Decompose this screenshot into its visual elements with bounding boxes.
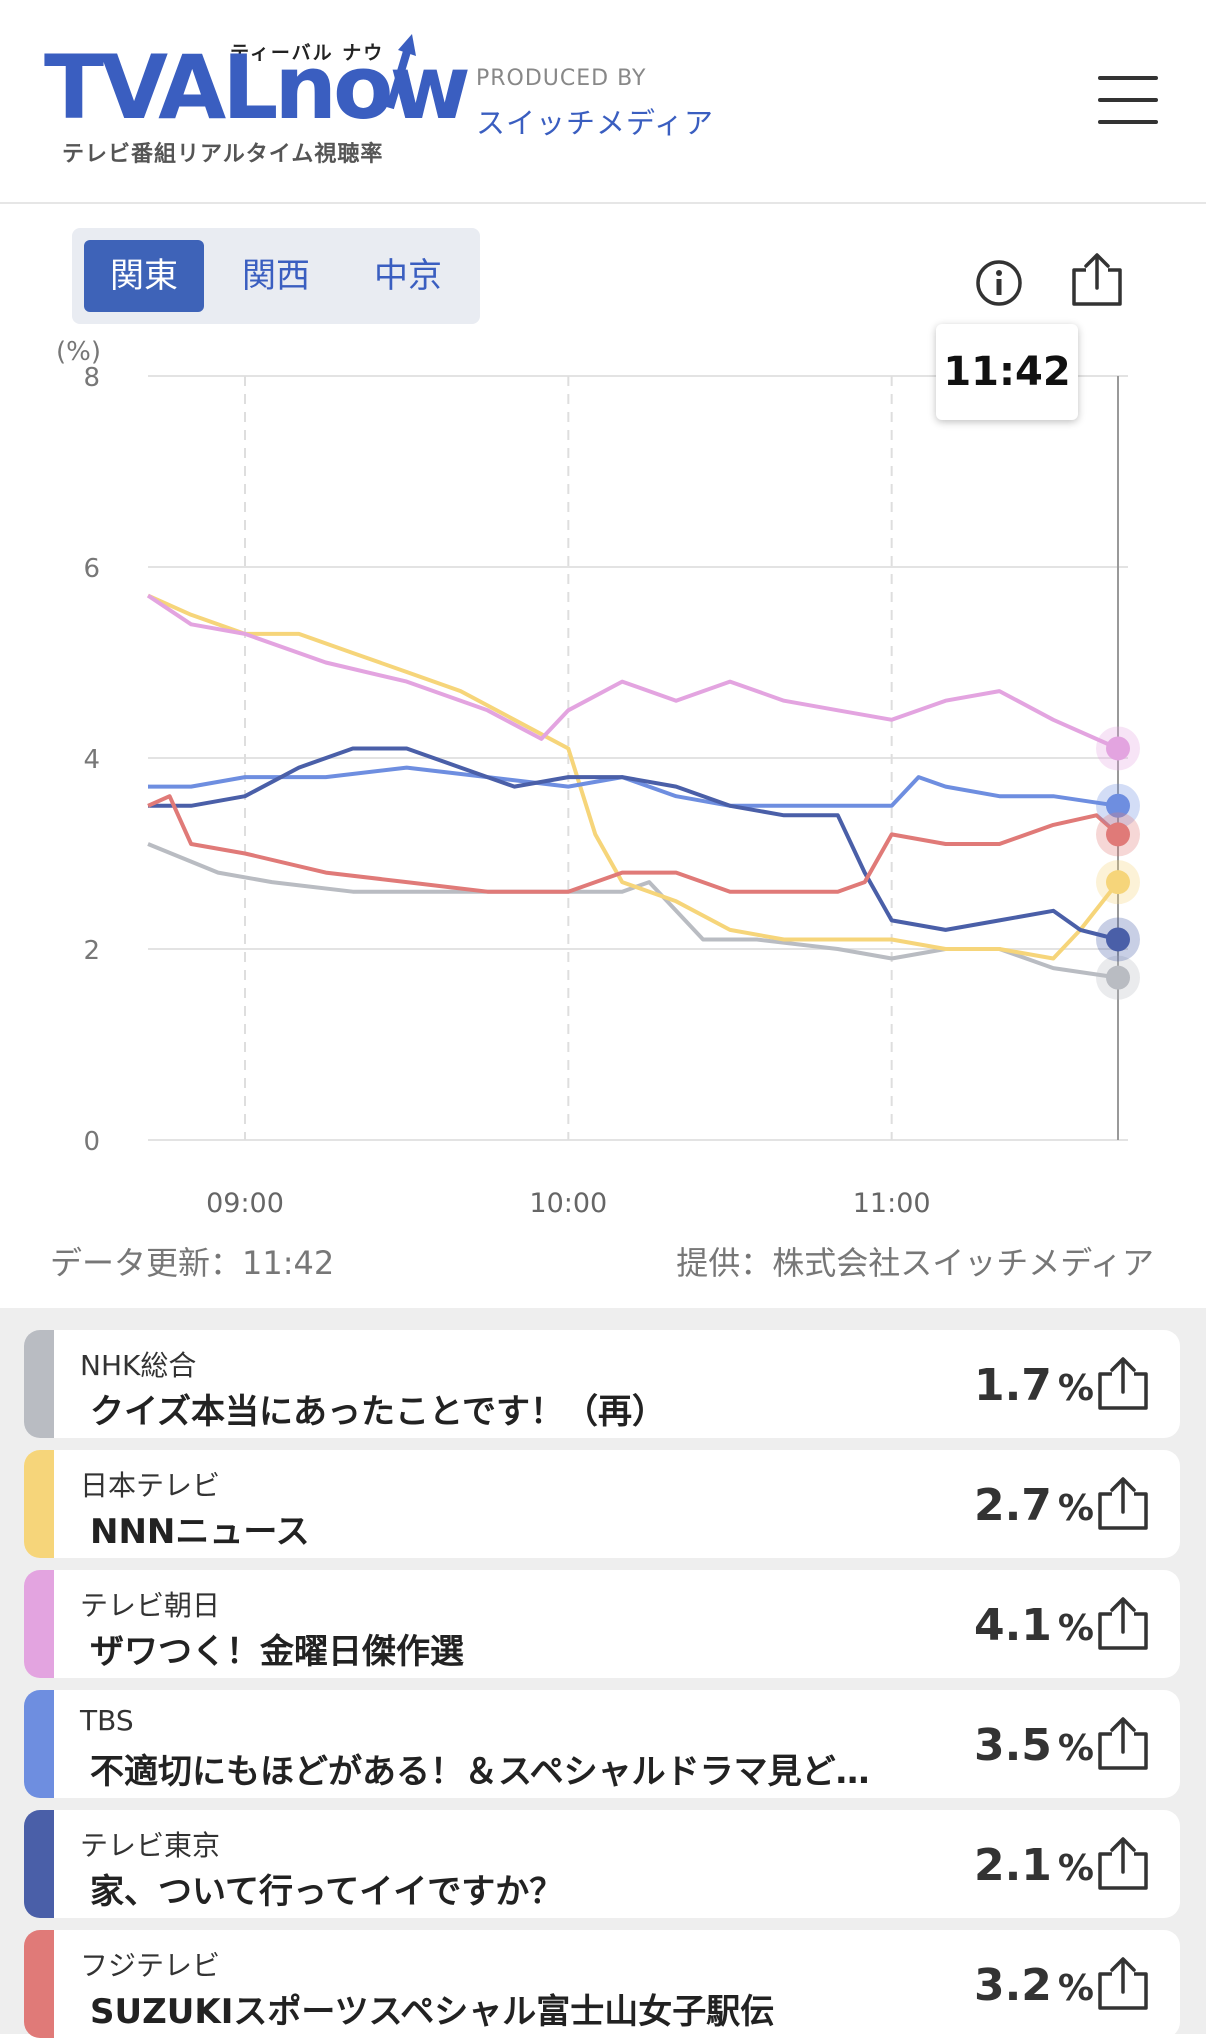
share-icon[interactable] <box>1096 1836 1150 1892</box>
channel-name: フジテレビ <box>80 1949 221 1982</box>
rating-value: 3.2% <box>973 1960 1094 2011</box>
program-row[interactable]: フジテレビ SUZUKIスポーツスペシャル富士山女子駅伝 3.2% <box>24 1930 1180 2038</box>
program-row[interactable]: テレビ東京家、ついて行ってイイですか？ 2.1% <box>24 1810 1180 1918</box>
channel-name: NHK総合 <box>80 1349 197 1382</box>
program-list: NHK総合クイズ本当にあったことです！（再） 1.7% 日本テレビ NNNニュース 2.… <box>0 1308 1206 2038</box>
channel-name: 日本テレビ <box>80 1469 221 1502</box>
data-provider: 提供：株式会社スイッチメディア <box>676 1244 1154 1282</box>
program-title: クイズ本当にあったことです！（再） <box>90 1392 666 1432</box>
share-icon[interactable] <box>1096 1356 1150 1412</box>
series-end-dot[interactable] <box>1106 927 1130 952</box>
y-tick-label: 2 <box>83 936 100 966</box>
chart-axes: 0 2 4 6 8 09:00 10:00 11:00 <box>83 363 930 1219</box>
rating-value: 3.5% <box>973 1720 1094 1771</box>
program-title: SUZUKIスポーツスペシャル富士山女子駅伝 <box>90 1992 775 2032</box>
channel-color-bar <box>24 1690 54 1798</box>
rating-value: 4.1% <box>973 1600 1094 1651</box>
rating-value: 2.7% <box>973 1480 1094 1531</box>
share-icon[interactable] <box>1096 1956 1150 2012</box>
series-line <box>148 765 1119 808</box>
program-row[interactable]: テレビ朝日ザワつく！金曜日傑作選 4.1% <box>24 1570 1180 1678</box>
chart-grid <box>148 375 1128 1141</box>
series-end-dot[interactable] <box>1106 870 1130 895</box>
tab-kanto[interactable]: 関東 <box>84 240 204 312</box>
app-header: ティーバル ナウ TVALnow テレビ番組リアルタイム視聴率 PRODUCED… <box>0 0 1206 204</box>
share-icon[interactable] <box>1070 252 1124 308</box>
series-line <box>147 593 1120 961</box>
series-end-dot[interactable] <box>1106 822 1130 847</box>
y-axis-label: (%) <box>56 337 101 367</box>
info-circle-icon[interactable] <box>974 258 1024 308</box>
producer-name[interactable]: スイッチメディア <box>476 106 714 140</box>
y-tick-label: 0 <box>83 1127 100 1157</box>
logo-ruby-text: ティーバル ナウ <box>230 42 385 64</box>
tab-chukyo[interactable]: 中京 <box>374 256 442 296</box>
series-line <box>147 794 1120 894</box>
chart-lines <box>146 593 1120 980</box>
rating-value: 1.7% <box>973 1360 1094 1411</box>
channel-name: テレビ東京 <box>80 1829 221 1862</box>
y-tick-label: 8 <box>83 363 100 393</box>
x-tick-label: 11:00 <box>853 1188 931 1219</box>
program-row[interactable]: 日本テレビ NNNニュース 2.7% <box>24 1450 1180 1558</box>
share-icon[interactable] <box>1096 1716 1150 1772</box>
channel-color-bar <box>24 1930 54 2038</box>
region-tabs: 関東 関西 中京 <box>72 228 480 324</box>
channel-color-bar <box>24 1570 54 1678</box>
y-tick-label: 4 <box>83 745 100 775</box>
program-row[interactable]: NHK総合クイズ本当にあったことです！（再） 1.7% <box>24 1330 1180 1438</box>
chart-end-dots <box>1096 726 1140 1000</box>
program-row[interactable]: TBS 不適切にもほどがある！＆スペシャルドラマ見ど… 3.5% <box>24 1690 1180 1798</box>
channel-color-bar <box>24 1810 54 1918</box>
hamburger-menu-icon[interactable] <box>1096 74 1160 126</box>
program-title: NNNニュース <box>90 1512 310 1552</box>
x-tick-label: 09:00 <box>206 1188 284 1219</box>
y-tick-label: 6 <box>83 554 100 584</box>
produced-by-label: PRODUCED BY <box>476 66 647 91</box>
series-end-dot[interactable] <box>1106 793 1130 818</box>
ratings-line-chart[interactable]: 0 2 4 6 8 09:00 10:00 11:00 (%) <box>0 330 1206 1230</box>
series-line <box>148 746 1119 942</box>
logo-subtitle: テレビ番組リアルタイム視聴率 <box>62 142 384 167</box>
channel-color-bar <box>24 1330 54 1438</box>
program-title: 家、ついて行ってイイですか？ <box>90 1872 564 1912</box>
data-update-time: データ更新：11:42 <box>50 1244 335 1282</box>
channel-color-bar <box>24 1450 54 1558</box>
series-end-dot[interactable] <box>1106 736 1130 761</box>
logo-arrow-icon <box>386 34 416 110</box>
series-line <box>146 593 1119 751</box>
program-title: 不適切にもほどがある！＆スペシャルドラマ見ど… <box>90 1752 870 1792</box>
cursor-time-tooltip: 11:42 <box>936 324 1078 420</box>
series-end-dot[interactable] <box>1106 965 1130 990</box>
x-tick-label: 10:00 <box>529 1188 607 1219</box>
share-icon[interactable] <box>1096 1476 1150 1532</box>
channel-name: TBS <box>80 1704 134 1737</box>
rating-value: 2.1% <box>973 1840 1094 1891</box>
tvalnow-logo[interactable]: ティーバル ナウ TVALnow テレビ番組リアルタイム視聴率 <box>44 30 471 170</box>
share-icon[interactable] <box>1096 1596 1150 1652</box>
channel-name: テレビ朝日 <box>80 1589 221 1622</box>
program-title: ザワつく！金曜日傑作選 <box>90 1632 464 1672</box>
tab-kansai[interactable]: 関西 <box>242 256 310 296</box>
